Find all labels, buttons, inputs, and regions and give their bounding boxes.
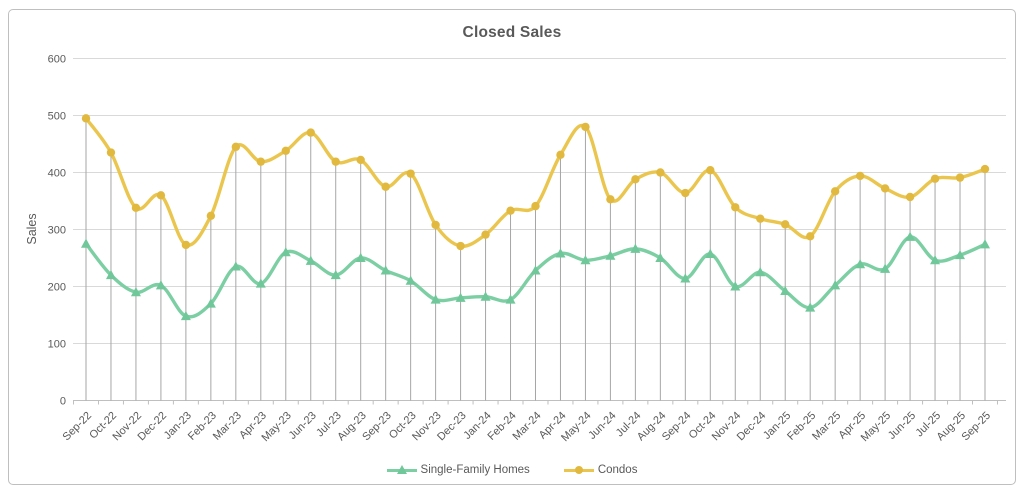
legend-item-condos: Condos xyxy=(563,464,638,476)
legend-item-single-family: Single-Family Homes xyxy=(386,464,530,476)
svg-text:500: 500 xyxy=(48,111,66,123)
legend: Single-Family Homes Condos xyxy=(0,464,1024,476)
y-axis-tick-labels: 0 100 200 300 400 500 600 xyxy=(48,54,66,408)
svg-text:400: 400 xyxy=(48,168,66,180)
svg-text:Sep-22: Sep-22 xyxy=(61,410,95,444)
chart-frame xyxy=(8,9,1016,485)
legend-label-single-family: Single-Family Homes xyxy=(420,464,530,476)
data-series xyxy=(81,114,990,321)
svg-text:Mar-24: Mar-24 xyxy=(510,410,543,443)
svg-text:100: 100 xyxy=(48,339,66,351)
svg-text:300: 300 xyxy=(48,225,66,237)
legend-label-condos: Condos xyxy=(597,464,638,476)
gridlines xyxy=(73,58,1006,405)
single-family-line-marker-icon xyxy=(386,465,417,475)
svg-text:Jun-24: Jun-24 xyxy=(586,410,618,442)
y-axis-title: Sales xyxy=(25,213,39,245)
svg-text:600: 600 xyxy=(48,54,66,66)
svg-text:Mar-23: Mar-23 xyxy=(211,410,244,443)
svg-text:Jun-25: Jun-25 xyxy=(886,410,918,442)
svg-text:0: 0 xyxy=(60,396,66,408)
svg-text:Mar-25: Mar-25 xyxy=(810,410,843,443)
chart-title: Closed Sales xyxy=(462,24,562,41)
svg-text:200: 200 xyxy=(48,282,66,294)
svg-text:Jun-23: Jun-23 xyxy=(287,410,319,442)
x-axis-tick-labels: Sep-22Oct-22Nov-22Dec-22Jan-23Feb-23Mar-… xyxy=(61,410,994,444)
condos-line-marker-icon xyxy=(563,465,594,475)
drop-lines xyxy=(85,118,986,401)
